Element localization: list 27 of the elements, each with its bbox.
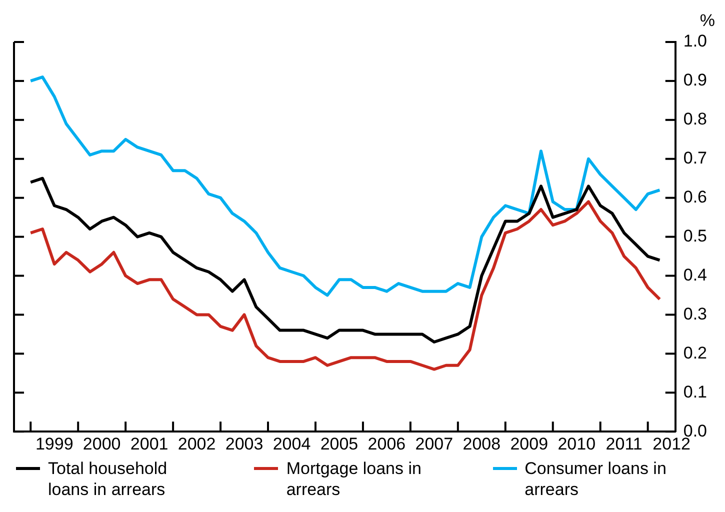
y-tick-label: 0.5 [683, 226, 708, 246]
x-tick-label: 2002 [178, 434, 216, 454]
x-tick-label: 2007 [415, 434, 454, 454]
x-tick-label: 2008 [462, 434, 501, 454]
legend-label: Mortgage loans in arrears [286, 458, 422, 500]
x-tick-label: 2001 [130, 434, 168, 454]
x-tick-label: 2005 [320, 434, 358, 454]
y-axis-title: % [700, 11, 715, 30]
y-tick-label: 0.4 [683, 265, 708, 284]
x-tick-label: 2009 [510, 434, 548, 454]
x-tick-label: 2011 [606, 434, 642, 454]
y-tick-label: 0.8 [683, 110, 708, 129]
y-tick-label: 0.7 [683, 148, 708, 168]
x-tick-label: 2004 [272, 434, 311, 454]
x-tick-label: 2006 [368, 434, 406, 454]
y-tick-label: 0.3 [683, 304, 708, 324]
legend-label: Consumer loans in arrears [524, 458, 668, 500]
y-tick-label: 0.2 [683, 343, 708, 362]
x-tick-label: 1999 [35, 434, 74, 454]
x-tick-label: 2003 [225, 434, 264, 454]
x-tick-label: 2010 [558, 434, 596, 454]
y-tick-label: 0.6 [683, 188, 708, 207]
x-tick-label: 2000 [82, 434, 121, 454]
y-tick-label: 0.1 [683, 382, 708, 402]
y-tick-label: 1.0 [683, 32, 708, 51]
legend-label: Total household loans in arrears [48, 458, 168, 500]
y-tick-label: 0.9 [683, 70, 708, 90]
